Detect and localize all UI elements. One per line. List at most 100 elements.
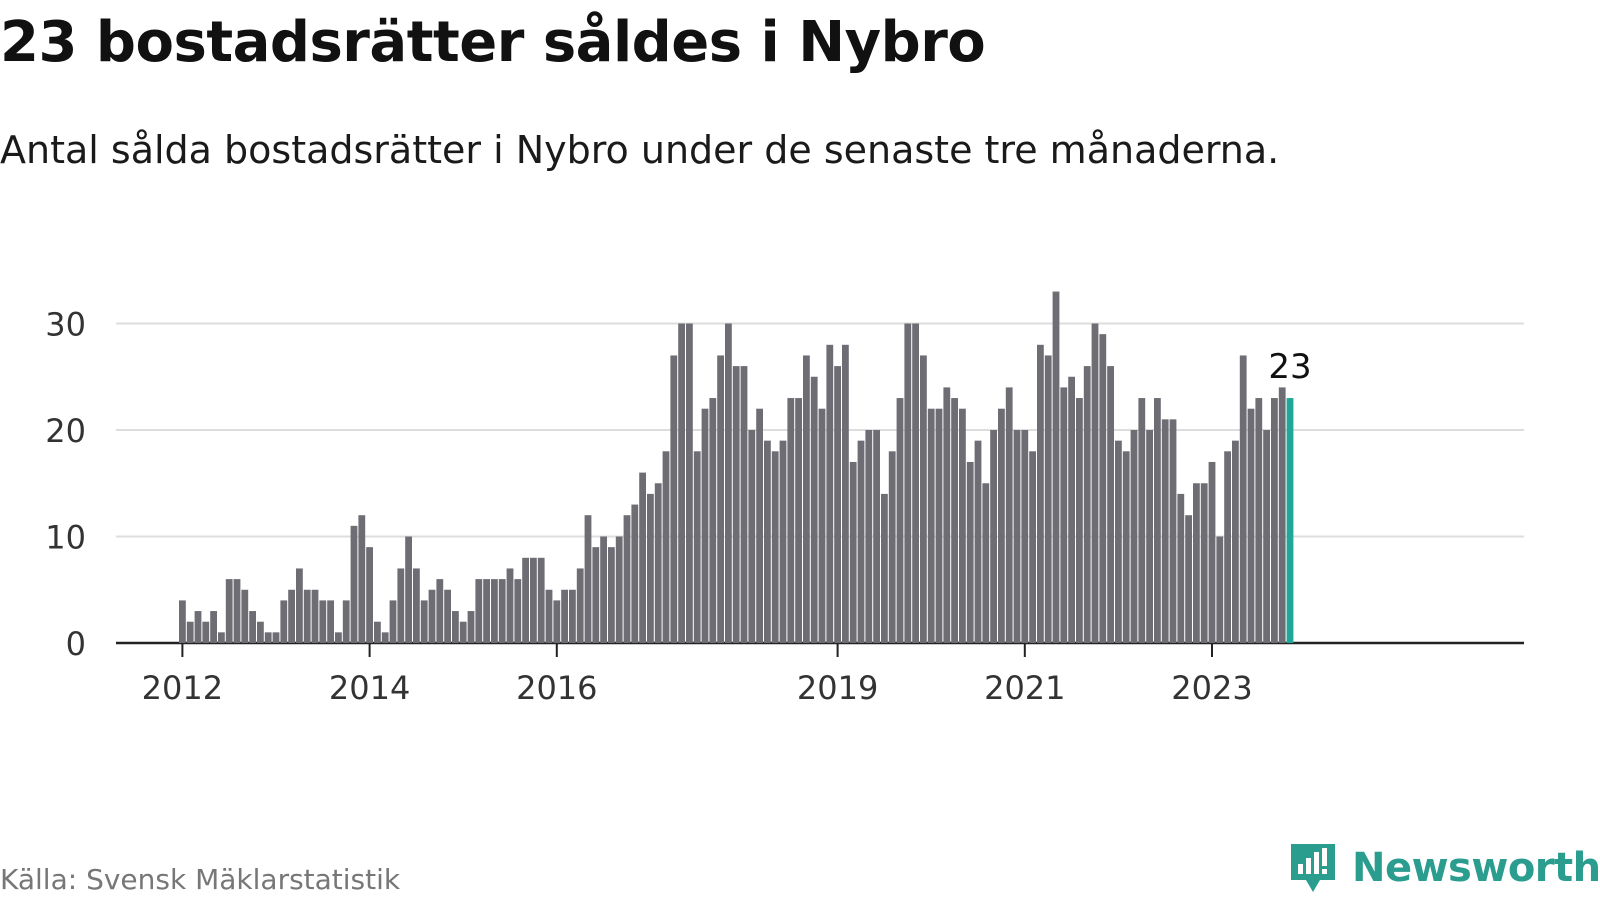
bar[interactable] [1115, 440, 1122, 643]
bar[interactable] [764, 440, 771, 643]
bar-latest[interactable] [1286, 398, 1294, 643]
bar[interactable] [615, 536, 623, 644]
bar[interactable] [342, 600, 350, 643]
bar[interactable] [249, 611, 256, 643]
bar[interactable] [405, 536, 412, 644]
bar[interactable] [732, 366, 740, 643]
bar[interactable] [179, 600, 186, 643]
bar[interactable] [974, 440, 982, 643]
bar[interactable] [623, 515, 631, 643]
bar[interactable] [218, 632, 225, 643]
bar[interactable] [1052, 291, 1060, 643]
bar[interactable] [1060, 387, 1068, 643]
bar[interactable] [927, 408, 935, 643]
bar[interactable] [358, 515, 366, 643]
bar[interactable] [561, 589, 568, 643]
bar[interactable] [756, 408, 763, 643]
bar[interactable] [420, 600, 428, 643]
bar[interactable] [1122, 451, 1130, 643]
bar[interactable] [1099, 334, 1107, 643]
bar[interactable] [1130, 430, 1138, 643]
bar[interactable] [233, 579, 241, 643]
bar[interactable] [1037, 344, 1044, 643]
bar[interactable] [1076, 398, 1083, 643]
bar[interactable] [483, 579, 490, 643]
bar[interactable] [335, 632, 342, 643]
bar[interactable] [303, 589, 311, 643]
bar[interactable] [288, 589, 295, 643]
bar[interactable] [514, 579, 522, 643]
bar[interactable] [1029, 451, 1036, 643]
bar[interactable] [810, 376, 818, 643]
bar[interactable] [467, 611, 475, 643]
bar[interactable] [662, 451, 670, 643]
bar[interactable] [186, 621, 194, 643]
bar[interactable] [327, 600, 334, 643]
bar[interactable] [966, 461, 974, 643]
bar[interactable] [366, 547, 373, 643]
bar[interactable] [670, 355, 678, 643]
bar[interactable] [545, 589, 553, 643]
bar[interactable] [600, 536, 607, 644]
bar[interactable] [1239, 355, 1247, 643]
bar[interactable] [771, 451, 779, 643]
bar[interactable] [881, 493, 888, 643]
bar[interactable] [389, 600, 397, 643]
bar[interactable] [553, 600, 561, 643]
bar[interactable] [1107, 366, 1114, 643]
bar[interactable] [1068, 376, 1075, 643]
bar[interactable] [888, 451, 896, 643]
bar[interactable] [1169, 419, 1177, 643]
bar[interactable] [592, 547, 600, 643]
bar[interactable] [194, 611, 202, 643]
bar[interactable] [849, 461, 857, 643]
bar[interactable] [818, 408, 826, 643]
bar[interactable] [1138, 398, 1146, 643]
bar[interactable] [857, 440, 865, 643]
bar[interactable] [1091, 323, 1099, 644]
bar[interactable] [444, 589, 451, 643]
bar[interactable] [428, 589, 436, 643]
bar[interactable] [1021, 430, 1029, 643]
bar[interactable] [397, 568, 405, 643]
bar[interactable] [530, 557, 537, 643]
bar[interactable] [413, 568, 420, 643]
bar[interactable] [920, 355, 927, 643]
bar[interactable] [1208, 461, 1216, 643]
bar[interactable] [1154, 398, 1161, 643]
bar[interactable] [1224, 451, 1231, 643]
bar[interactable] [280, 600, 288, 643]
bar[interactable] [1193, 483, 1200, 643]
bar[interactable] [1247, 408, 1255, 643]
bar[interactable] [787, 398, 795, 643]
bar[interactable] [350, 525, 358, 643]
bar[interactable] [475, 579, 483, 643]
bar[interactable] [904, 323, 912, 644]
bar[interactable] [654, 483, 662, 643]
bar[interactable] [795, 398, 802, 643]
bar[interactable] [1083, 366, 1091, 643]
bar[interactable] [202, 621, 210, 643]
bar[interactable] [935, 408, 943, 643]
bar[interactable] [210, 611, 217, 643]
bar[interactable] [834, 366, 841, 643]
bar[interactable] [436, 579, 444, 643]
bar[interactable] [225, 579, 233, 643]
bar[interactable] [693, 451, 701, 643]
bar[interactable] [1146, 430, 1153, 643]
bar[interactable] [701, 408, 709, 643]
bar[interactable] [491, 579, 498, 643]
bar[interactable] [1263, 430, 1270, 643]
bar[interactable] [1271, 398, 1278, 643]
bar[interactable] [896, 398, 904, 643]
bar[interactable] [272, 632, 280, 643]
bar[interactable] [311, 589, 319, 643]
bar[interactable] [717, 355, 724, 643]
bar[interactable] [1216, 536, 1224, 644]
bar[interactable] [1044, 355, 1052, 643]
bar[interactable] [982, 483, 990, 643]
bar[interactable] [296, 568, 303, 643]
newsworthy-logo[interactable]: Newsworthy [1288, 840, 1600, 896]
bar[interactable] [912, 323, 919, 644]
bar[interactable] [241, 589, 249, 643]
